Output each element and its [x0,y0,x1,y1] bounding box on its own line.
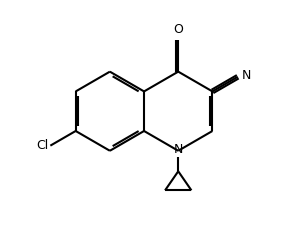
Text: N: N [241,69,251,82]
Text: Cl: Cl [36,139,48,152]
Text: O: O [173,24,183,36]
Text: N: N [173,143,183,156]
